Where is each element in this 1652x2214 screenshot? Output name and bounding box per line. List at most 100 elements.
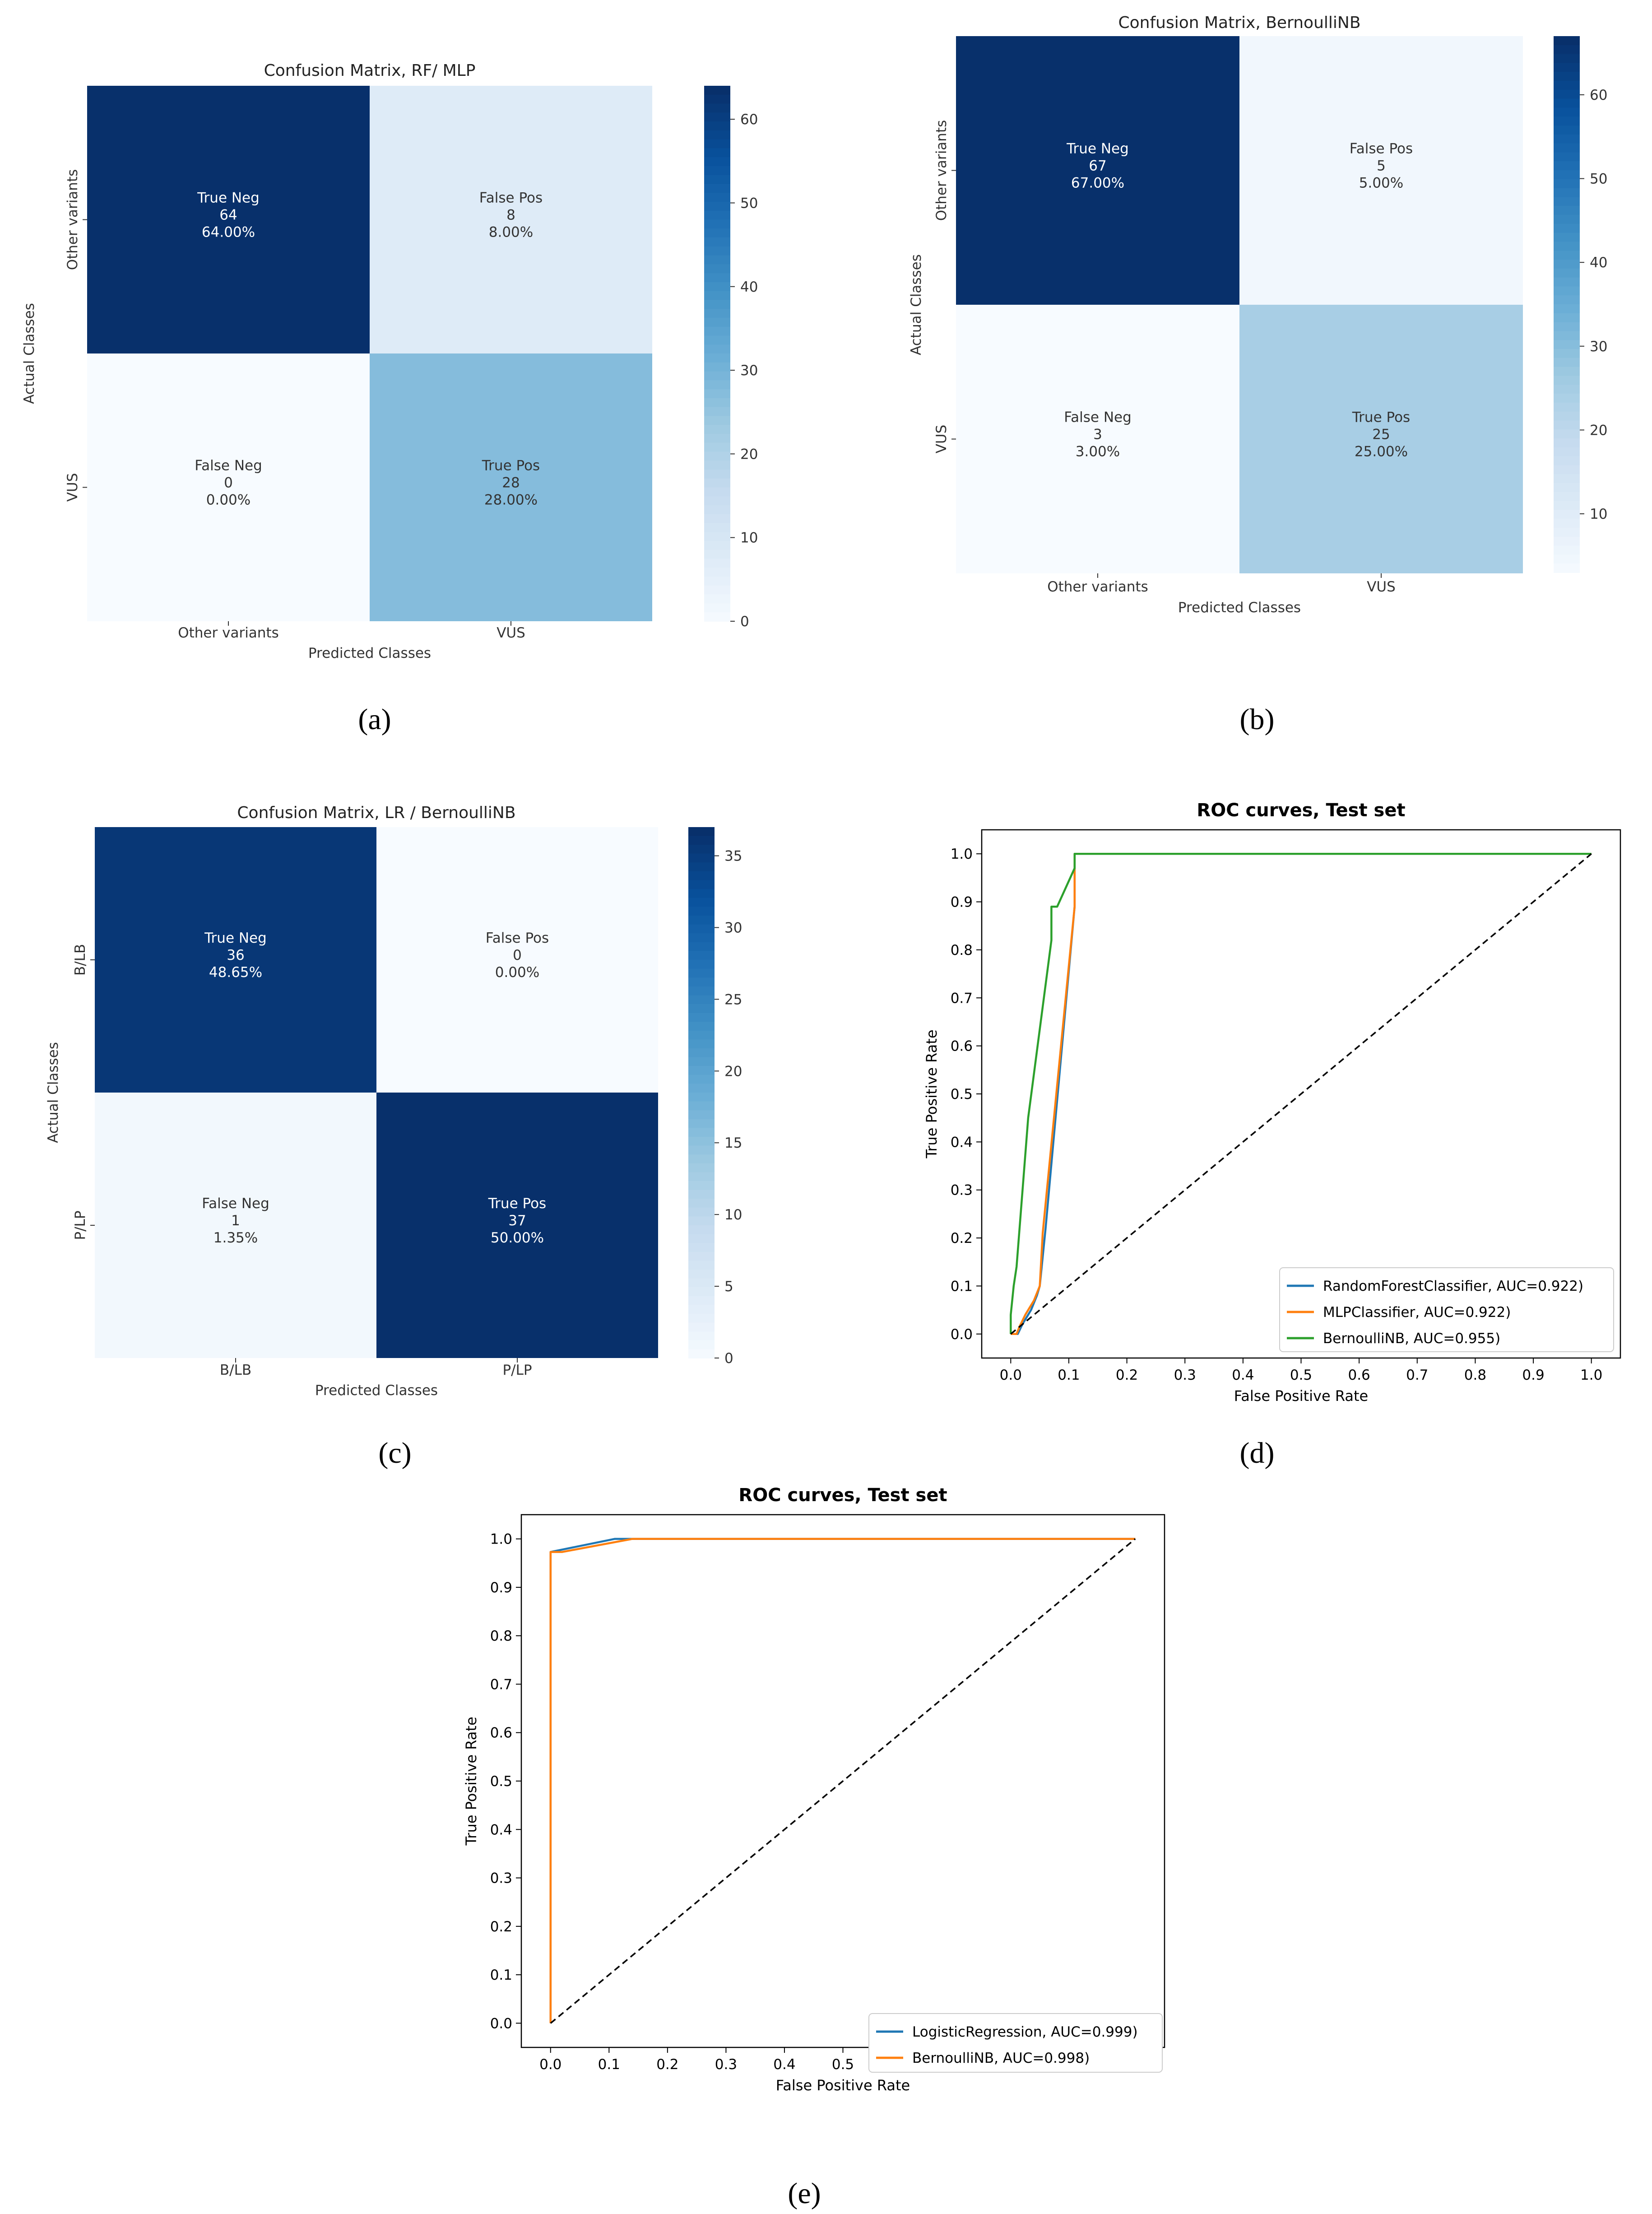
heatmap-cell xyxy=(956,305,1239,573)
cell-label: True Pos xyxy=(1352,409,1410,426)
colorbar-segment xyxy=(688,1110,715,1120)
colorbar-segment xyxy=(688,1084,715,1093)
colorbar-segment xyxy=(704,86,730,95)
colorbar-segment xyxy=(1554,63,1580,73)
panel-label: (e) xyxy=(788,2177,821,2210)
colorbar-segment xyxy=(688,880,715,890)
colorbar-segment xyxy=(688,862,715,872)
legend-label: BernoulliNB, AUC=0.998) xyxy=(912,2050,1090,2066)
x-tick-label: 0.9 xyxy=(1522,1367,1544,1383)
x-tick-label: 0.2 xyxy=(656,2056,678,2073)
x-axis-label: Predicted Classes xyxy=(308,645,431,661)
y-tick-label: 0.8 xyxy=(490,1628,512,1644)
colorbar-segment xyxy=(1554,340,1580,349)
colorbar-segment xyxy=(688,1145,715,1155)
colorbar-segment xyxy=(688,836,715,846)
colorbar-segment xyxy=(704,246,730,256)
cell-count: 64 xyxy=(219,207,237,223)
x-tick-label: VUS xyxy=(1367,579,1396,595)
colorbar-segment xyxy=(688,1093,715,1102)
chance-diagonal-line xyxy=(550,1538,1136,2024)
colorbar-segment xyxy=(704,317,730,327)
colorbar-segment xyxy=(1554,72,1580,81)
y-tick-label: 0.0 xyxy=(951,1326,973,1343)
colorbar-segment xyxy=(688,1278,715,1288)
colorbar-segment xyxy=(704,210,730,220)
x-tick-label: P/LP xyxy=(502,1362,532,1378)
cell-percent: 50.00% xyxy=(491,1230,544,1246)
colorbar-segment xyxy=(688,1154,715,1164)
colorbar-tick-label: 10 xyxy=(1590,506,1607,522)
colorbar-segment xyxy=(688,916,715,925)
colorbar-segment xyxy=(688,1172,715,1181)
panel-label: (d) xyxy=(1240,1437,1275,1470)
cell-percent: 1.35% xyxy=(213,1230,258,1246)
colorbar-segment xyxy=(1554,358,1580,367)
colorbar-segment xyxy=(1554,385,1580,394)
cell-label: False Neg xyxy=(1064,409,1132,426)
colorbar-tick-label: 25 xyxy=(724,991,742,1008)
colorbar-segment xyxy=(1554,402,1580,412)
colorbar-segment xyxy=(704,496,730,506)
cell-count: 0 xyxy=(513,947,522,963)
colorbar-segment xyxy=(1554,206,1580,215)
cell-percent: 8.00% xyxy=(489,224,533,241)
y-tick-label: 0.6 xyxy=(951,1038,973,1055)
y-tick-label: 0.3 xyxy=(490,1870,512,1887)
colorbar-segment xyxy=(1554,45,1580,55)
x-tick-label: 0.1 xyxy=(598,2056,620,2073)
colorbar-segment xyxy=(704,585,730,595)
cell-label: False Pos xyxy=(479,190,543,206)
colorbar-segment xyxy=(704,264,730,274)
colorbar-segment xyxy=(704,103,730,113)
colorbar-segment xyxy=(704,300,730,310)
heatmap-cell xyxy=(87,353,370,621)
colorbar-segment xyxy=(1554,545,1580,555)
chart-title: ROC curves, Test set xyxy=(1197,800,1405,821)
colorbar-segment xyxy=(688,1225,715,1235)
x-tick-label: 0.0 xyxy=(539,2056,561,2073)
colorbar-segment xyxy=(1554,420,1580,430)
x-tick-label: 0.0 xyxy=(1000,1367,1022,1383)
colorbar-segment xyxy=(1554,233,1580,242)
colorbar-segment xyxy=(1554,188,1580,198)
colorbar-segment xyxy=(1554,349,1580,358)
legend-label: RandomForestClassifier, AUC=0.922) xyxy=(1323,1278,1583,1294)
colorbar-segment xyxy=(704,166,730,176)
colorbar-segment xyxy=(704,514,730,524)
x-tick-label: 0.2 xyxy=(1116,1367,1138,1383)
y-axis-label: True Positive Rate xyxy=(923,1029,940,1158)
cell-count: 25 xyxy=(1372,427,1390,443)
colorbar-segment xyxy=(688,1074,715,1084)
colorbar-segment xyxy=(1554,179,1580,189)
colorbar-tick-label: 10 xyxy=(740,530,758,546)
colorbar-segment xyxy=(688,1296,715,1306)
y-tick-label: 1.0 xyxy=(490,1531,512,1548)
colorbar-segment xyxy=(1554,54,1580,64)
colorbar-tick-label: 50 xyxy=(740,195,758,211)
cell-count: 28 xyxy=(502,475,520,491)
colorbar-segment xyxy=(688,1128,715,1137)
colorbar-segment xyxy=(704,94,730,104)
y-tick-label: Other variants xyxy=(933,120,950,221)
colorbar-segment xyxy=(688,1243,715,1252)
y-tick-label: Other variants xyxy=(65,169,81,270)
heatmap-cell xyxy=(87,86,370,353)
cell-count: 1 xyxy=(231,1213,240,1229)
y-axis-label: Actual Classes xyxy=(21,303,37,404)
colorbar-segment xyxy=(704,389,730,399)
confusion-matrix-2: Confusion Matrix, LR / BernoulliNB True N… xyxy=(45,804,742,1470)
roc-chart-4: ROC curves, Test set 0.0 0.0 0.1 0.1 0.2 0.2 0.… xyxy=(463,1485,1165,2210)
colorbar-segment xyxy=(704,193,730,202)
y-tick-label: 0.5 xyxy=(490,1773,512,1790)
colorbar-segment xyxy=(704,425,730,434)
colorbar-segment xyxy=(688,942,715,952)
cell-count: 0 xyxy=(224,475,233,491)
colorbar-segment xyxy=(1554,465,1580,475)
colorbar-segment xyxy=(704,469,730,479)
colorbar-segment xyxy=(704,478,730,488)
colorbar-segment xyxy=(1554,277,1580,287)
colorbar-tick-label: 60 xyxy=(740,112,758,128)
colorbar-tick-label: 10 xyxy=(724,1207,742,1223)
x-tick-label: 0.1 xyxy=(1058,1367,1080,1383)
